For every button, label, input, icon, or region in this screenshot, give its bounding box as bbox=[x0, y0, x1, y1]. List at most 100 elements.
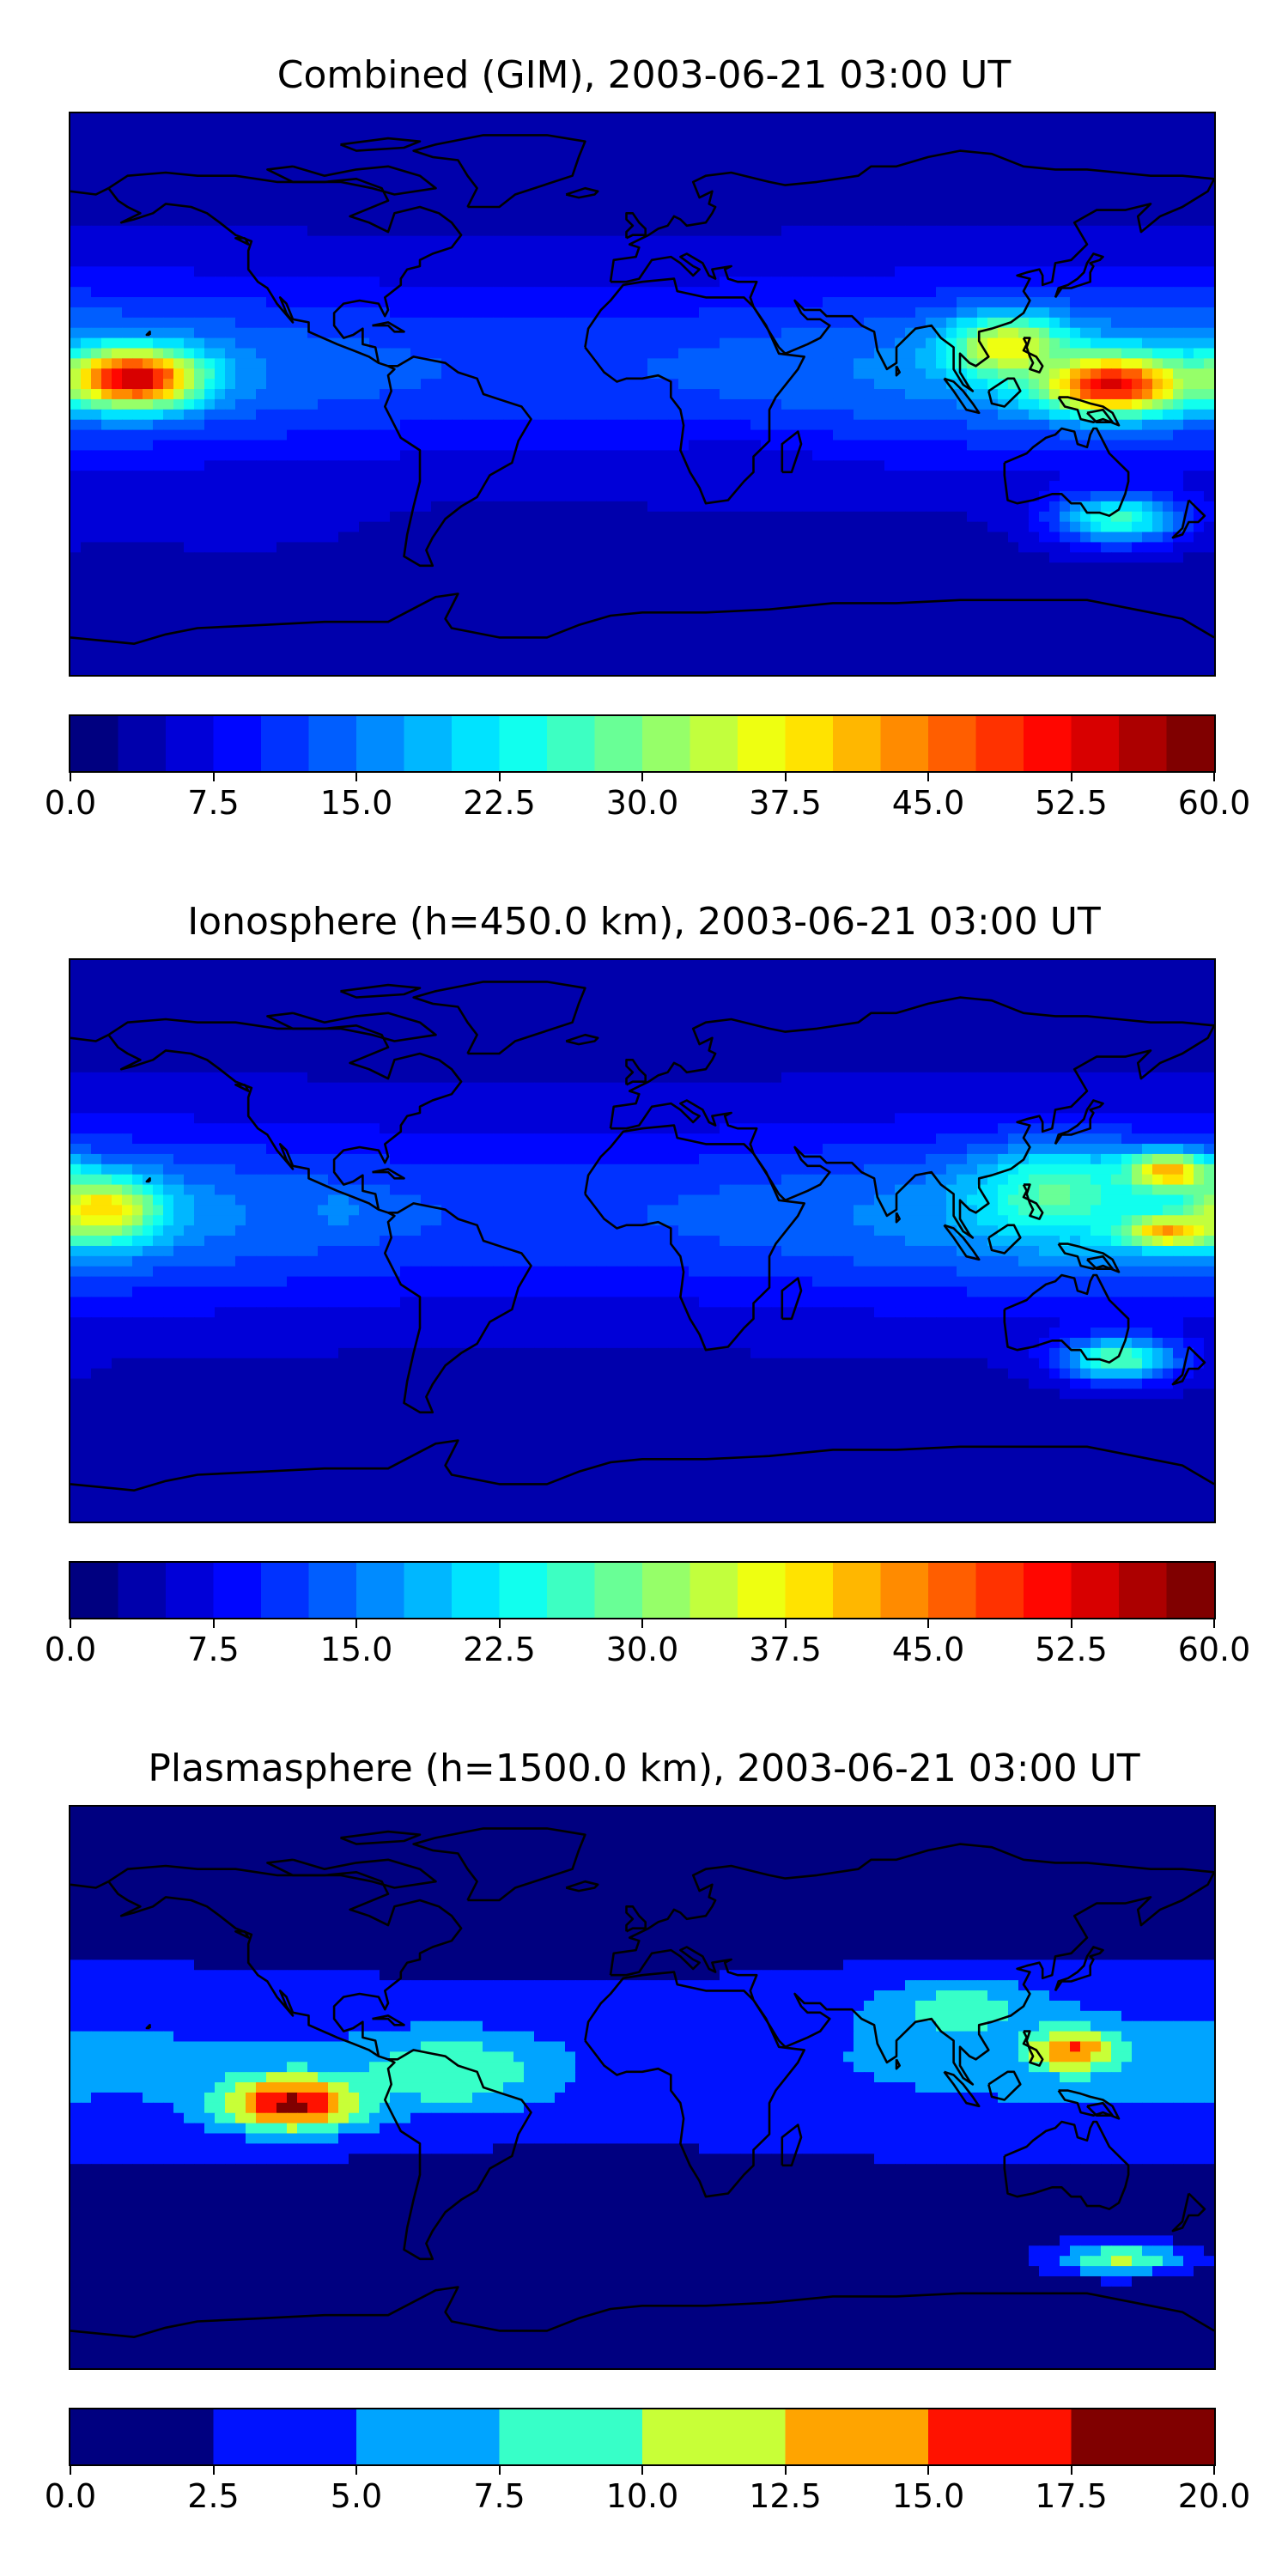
heatmap-cell bbox=[1183, 317, 1194, 329]
heatmap-cell bbox=[462, 123, 473, 135]
heatmap-cell bbox=[905, 542, 916, 553]
heatmap-cell bbox=[812, 195, 823, 206]
heatmap-cell bbox=[987, 501, 999, 513]
heatmap-cell bbox=[575, 276, 586, 288]
heatmap-cell bbox=[1018, 409, 1030, 421]
heatmap-cell bbox=[173, 542, 185, 553]
heatmap-cell bbox=[307, 185, 319, 196]
heatmap-cell bbox=[596, 185, 607, 196]
heatmap-cell bbox=[132, 562, 143, 574]
heatmap-cell bbox=[812, 429, 823, 441]
heatmap-cell bbox=[1111, 174, 1122, 185]
heatmap-cell bbox=[1194, 327, 1205, 339]
heatmap-cell bbox=[1152, 276, 1163, 288]
heatmap-cell bbox=[689, 246, 700, 258]
heatmap-cell bbox=[524, 542, 535, 553]
heatmap-cell bbox=[658, 123, 669, 135]
heatmap-cell bbox=[1173, 358, 1184, 369]
heatmap-cell bbox=[483, 429, 494, 441]
heatmap-cell bbox=[194, 389, 205, 400]
heatmap-cell bbox=[586, 246, 597, 258]
heatmap-cell bbox=[1121, 235, 1133, 247]
heatmap-cell bbox=[833, 164, 844, 175]
heatmap-cell bbox=[338, 256, 349, 267]
heatmap-cell bbox=[905, 276, 916, 288]
heatmap-cell bbox=[173, 256, 185, 267]
heatmap-cell bbox=[81, 215, 92, 227]
heatmap-cell bbox=[823, 542, 834, 553]
heatmap-cell bbox=[524, 123, 535, 135]
heatmap-cell bbox=[544, 511, 556, 523]
heatmap-cell bbox=[1163, 337, 1174, 349]
heatmap-cell bbox=[575, 562, 586, 574]
heatmap-cell bbox=[1039, 185, 1050, 196]
heatmap-cell bbox=[70, 337, 82, 349]
heatmap-cell bbox=[544, 266, 556, 277]
heatmap-cell bbox=[204, 440, 216, 451]
heatmap-cell bbox=[1101, 195, 1112, 206]
heatmap-cell bbox=[472, 389, 483, 400]
heatmap-cell bbox=[235, 368, 246, 380]
heatmap-cell bbox=[905, 164, 916, 175]
heatmap-cell bbox=[1111, 552, 1122, 563]
heatmap-cell bbox=[895, 429, 906, 441]
heatmap-cell bbox=[1039, 440, 1050, 451]
heatmap-cell bbox=[936, 368, 947, 380]
heatmap-cell bbox=[493, 501, 504, 513]
heatmap-cell bbox=[977, 429, 988, 441]
heatmap-cell bbox=[81, 450, 92, 461]
heatmap-cell bbox=[678, 307, 690, 319]
heatmap-cell bbox=[101, 297, 112, 308]
heatmap-cell bbox=[544, 205, 556, 216]
heatmap-cell bbox=[833, 398, 844, 410]
heatmap-cell bbox=[1142, 164, 1153, 175]
heatmap-cell bbox=[472, 460, 483, 471]
heatmap-cell bbox=[843, 246, 854, 258]
heatmap-cell bbox=[1142, 266, 1153, 277]
heatmap-cell bbox=[493, 256, 504, 267]
heatmap-cell bbox=[544, 490, 556, 502]
heatmap-cell bbox=[390, 123, 401, 135]
heatmap-cell bbox=[617, 327, 628, 339]
heatmap-cell bbox=[792, 266, 803, 277]
heatmap-cell bbox=[864, 287, 875, 298]
heatmap-cell bbox=[235, 225, 246, 237]
heatmap-cell bbox=[544, 297, 556, 308]
heatmap-cell bbox=[936, 225, 947, 237]
heatmap-cell bbox=[1049, 307, 1060, 319]
heatmap-cell bbox=[884, 174, 896, 185]
heatmap-cell bbox=[1080, 256, 1091, 267]
heatmap-cell bbox=[215, 164, 226, 175]
heatmap-cell bbox=[112, 552, 123, 563]
heatmap-cell bbox=[369, 368, 380, 380]
heatmap-cell bbox=[544, 501, 556, 513]
heatmap-cell bbox=[926, 440, 937, 451]
heatmap-cell bbox=[967, 123, 978, 135]
heatmap-cell bbox=[215, 511, 226, 523]
heatmap-cell bbox=[225, 174, 236, 185]
heatmap-cell bbox=[1121, 225, 1133, 237]
heatmap-cell bbox=[235, 287, 246, 298]
heatmap-cell bbox=[380, 327, 391, 339]
heatmap-cell bbox=[544, 337, 556, 349]
heatmap-cell bbox=[771, 246, 782, 258]
heatmap-cell bbox=[1070, 379, 1081, 390]
heatmap-cell bbox=[637, 481, 648, 492]
heatmap-cell bbox=[586, 123, 597, 135]
heatmap-cell bbox=[544, 348, 556, 359]
heatmap-cell bbox=[101, 379, 112, 390]
heatmap-cell bbox=[926, 511, 937, 523]
heatmap-cell bbox=[781, 133, 793, 145]
heatmap-cell bbox=[163, 398, 174, 410]
heatmap-cell bbox=[1111, 327, 1122, 339]
heatmap-cell bbox=[143, 195, 154, 206]
heatmap-cell bbox=[1142, 317, 1153, 329]
heatmap-cell bbox=[596, 195, 607, 206]
heatmap-cell bbox=[699, 521, 710, 533]
heatmap-cell bbox=[1060, 143, 1071, 155]
heatmap-cell bbox=[1142, 521, 1153, 533]
heatmap-cell bbox=[987, 409, 999, 421]
heatmap-cell bbox=[101, 164, 112, 175]
heatmap-cell bbox=[1018, 501, 1030, 513]
heatmap-cell bbox=[1060, 409, 1071, 421]
